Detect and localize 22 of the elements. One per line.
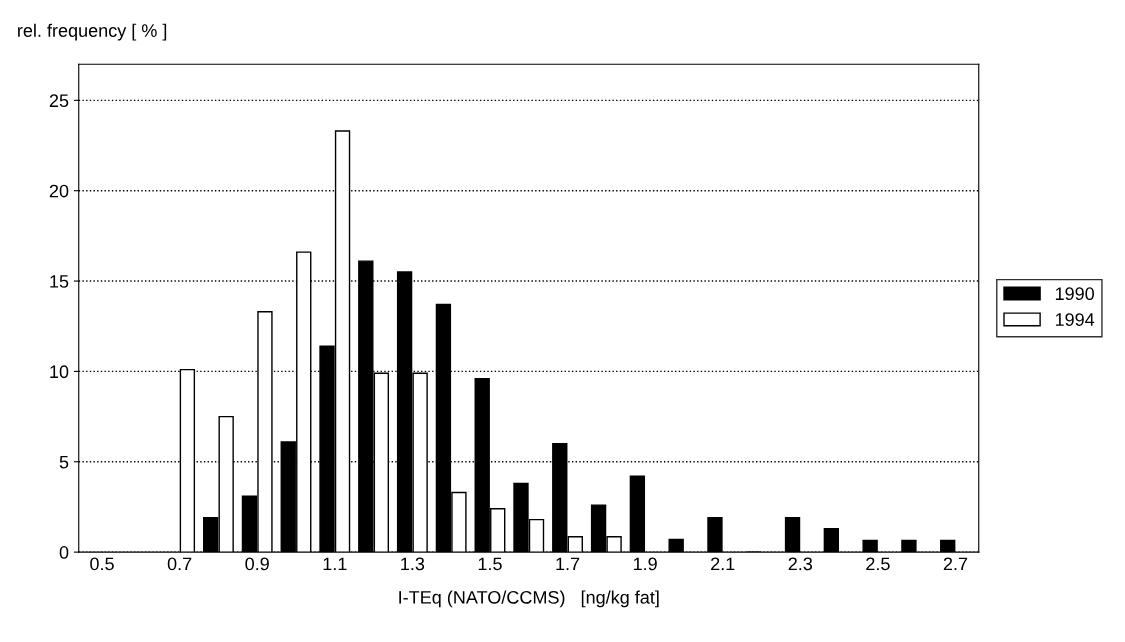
x-tick-label: 1.5	[478, 557, 502, 571]
y-tick-label: 0	[59, 546, 69, 559]
x-tick-label: 2.3	[788, 557, 813, 571]
legend-label: 1990	[1055, 287, 1095, 301]
legend-label: 1994	[1055, 313, 1095, 326]
y-tick-label: 15	[50, 275, 69, 288]
x-tick-label: 1.9	[633, 557, 657, 571]
x-tick-label: 2.1	[711, 557, 735, 571]
x-tick-label: 0.7	[167, 557, 192, 571]
x-tick-label: 0.9	[245, 557, 269, 571]
x-tick-label: 1.1	[323, 557, 347, 571]
y-tick-label: 25	[49, 94, 69, 108]
y-tick-label: 10	[50, 365, 69, 379]
x-tick-label: 1.3	[401, 557, 425, 571]
y-tick-label: 5	[59, 455, 69, 469]
x-tick-label: 0.5	[90, 557, 114, 571]
y-axis-title: rel. frequency [ % ]	[18, 23, 167, 41]
x-tick-label: 1.7	[556, 557, 580, 571]
x-tick-label: 2.5	[866, 557, 890, 571]
x-tick-label: 2.7	[943, 557, 968, 571]
x-axis-title: I-TEq (NATO/CCMS) [ng/kg fat]	[399, 590, 659, 608]
y-tick-label: 20	[49, 184, 69, 198]
